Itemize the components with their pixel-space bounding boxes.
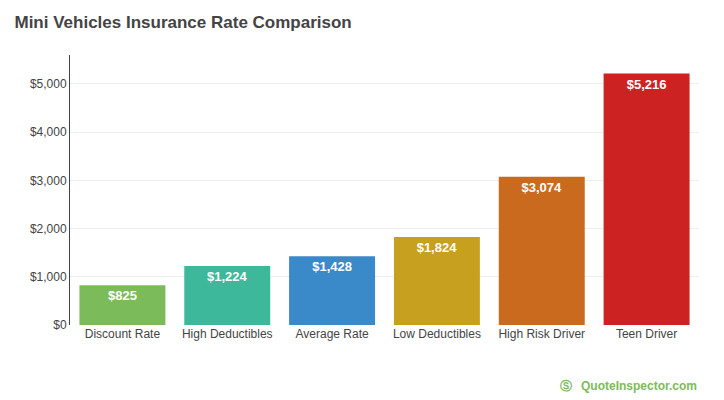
svg-text:QuoteInspector.com: QuoteInspector.com: [581, 379, 697, 393]
svg-text:$5,000: $5,000: [30, 77, 67, 91]
svg-text:$2,000: $2,000: [30, 222, 67, 236]
svg-text:High Deductibles: High Deductibles: [182, 327, 273, 341]
svg-text:Mini Vehicles Insurance Rate C: Mini Vehicles Insurance Rate Comparison: [14, 13, 351, 32]
svg-text:Average Rate: Average Rate: [295, 327, 368, 341]
svg-text:Ⓢ: Ⓢ: [560, 379, 572, 393]
svg-text:$1,224: $1,224: [207, 269, 248, 284]
svg-text:Low Deductibles: Low Deductibles: [393, 327, 481, 341]
svg-text:Discount Rate: Discount Rate: [85, 327, 161, 341]
svg-text:$3,000: $3,000: [30, 174, 67, 188]
svg-text:High Risk Driver: High Risk Driver: [498, 327, 585, 341]
svg-text:$1,824: $1,824: [417, 240, 458, 255]
svg-text:$1,000: $1,000: [30, 270, 67, 284]
svg-text:Teen Driver: Teen Driver: [616, 327, 677, 341]
svg-text:$4,000: $4,000: [30, 125, 67, 139]
svg-text:$0: $0: [53, 318, 67, 332]
svg-text:$1,428: $1,428: [312, 259, 352, 274]
svg-text:$825: $825: [108, 288, 137, 303]
svg-text:$5,216: $5,216: [627, 77, 667, 92]
svg-text:$3,074: $3,074: [521, 180, 562, 195]
